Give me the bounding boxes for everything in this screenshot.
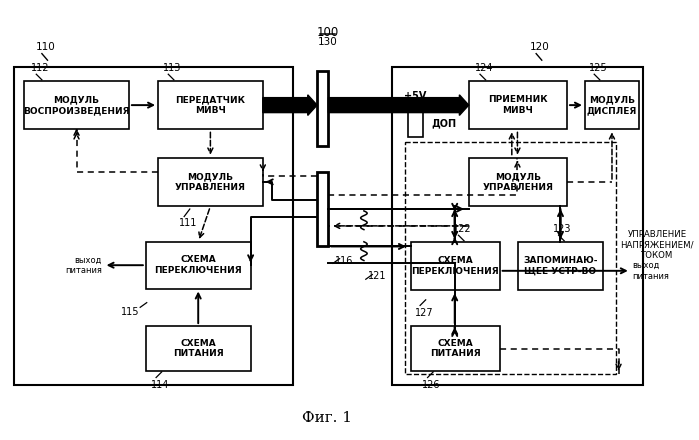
Text: выход
питания: выход питания [633, 261, 670, 281]
Text: 114: 114 [151, 380, 169, 390]
Text: СХЕМА
ПЕРЕКЛЮЧЕНИЯ: СХЕМА ПЕРЕКЛЮЧЕНИЯ [154, 256, 242, 275]
FancyBboxPatch shape [317, 71, 329, 147]
FancyBboxPatch shape [411, 242, 500, 290]
Text: 116: 116 [335, 256, 353, 265]
Text: МОДУЛЬ
ДИСПЛЕЯ: МОДУЛЬ ДИСПЛЕЯ [586, 95, 637, 115]
Text: СХЕМА
ПИТАНИЯ: СХЕМА ПИТАНИЯ [173, 339, 224, 358]
Text: +5V: +5V [404, 92, 426, 101]
FancyBboxPatch shape [158, 81, 263, 129]
Text: ПРИЕМНИК
МИВЧ: ПРИЕМНИК МИВЧ [488, 95, 548, 115]
Text: 121: 121 [368, 271, 386, 282]
Text: 124: 124 [475, 63, 493, 73]
Text: выход
питания: выход питания [65, 256, 102, 275]
Text: ДОП: ДОП [431, 119, 456, 129]
FancyBboxPatch shape [158, 158, 263, 206]
FancyBboxPatch shape [469, 158, 567, 206]
FancyBboxPatch shape [411, 326, 500, 371]
Text: 125: 125 [589, 63, 607, 73]
Text: 110: 110 [36, 42, 55, 52]
FancyBboxPatch shape [317, 172, 329, 246]
FancyBboxPatch shape [146, 242, 251, 289]
Text: СХЕМА
ПИТАНИЯ: СХЕМА ПИТАНИЯ [430, 339, 480, 358]
Text: МОДУЛЬ
УПРАВЛЕНИЯ: МОДУЛЬ УПРАВЛЕНИЯ [482, 172, 554, 191]
Text: ПЕРЕДАТЧИК
МИВЧ: ПЕРЕДАТЧИК МИВЧ [175, 95, 245, 115]
Text: 130: 130 [317, 37, 338, 47]
Text: СХЕМА
ПЕРЕКЛЮЧЕНИЯ: СХЕМА ПЕРЕКЛЮЧЕНИЯ [411, 257, 499, 276]
Text: 115: 115 [121, 307, 139, 317]
Text: 113: 113 [163, 63, 181, 73]
FancyBboxPatch shape [519, 242, 603, 290]
Text: 120: 120 [530, 42, 550, 52]
FancyBboxPatch shape [585, 81, 639, 129]
Text: 100: 100 [316, 26, 338, 39]
FancyBboxPatch shape [469, 81, 567, 129]
Text: 126: 126 [422, 380, 440, 390]
FancyArrow shape [329, 95, 469, 115]
Text: УПРАВЛЕНИЕ
НАПРЯЖЕНИЕМ/
ТОКОМ: УПРАВЛЕНИЕ НАПРЯЖЕНИЕМ/ ТОКОМ [621, 230, 694, 260]
Text: 122: 122 [453, 224, 472, 235]
Text: МОДУЛЬ
ВОСПРОИЗВЕДЕНИЯ: МОДУЛЬ ВОСПРОИЗВЕДЕНИЯ [23, 95, 130, 115]
FancyBboxPatch shape [146, 326, 251, 371]
Text: 112: 112 [31, 63, 49, 73]
FancyArrow shape [263, 95, 317, 115]
Text: МОДУЛЬ
УПРАВЛЕНИЯ: МОДУЛЬ УПРАВЛЕНИЯ [175, 172, 246, 191]
Text: 123: 123 [553, 224, 572, 235]
Text: ЗАПОМИНАЮ-
ЩЕЕ УСТР-ВО: ЗАПОМИНАЮ- ЩЕЕ УСТР-ВО [524, 257, 598, 276]
FancyBboxPatch shape [24, 81, 129, 129]
Text: Фиг. 1: Фиг. 1 [303, 411, 352, 425]
Text: 127: 127 [415, 308, 433, 318]
FancyBboxPatch shape [408, 111, 423, 137]
Text: 111: 111 [179, 218, 197, 228]
